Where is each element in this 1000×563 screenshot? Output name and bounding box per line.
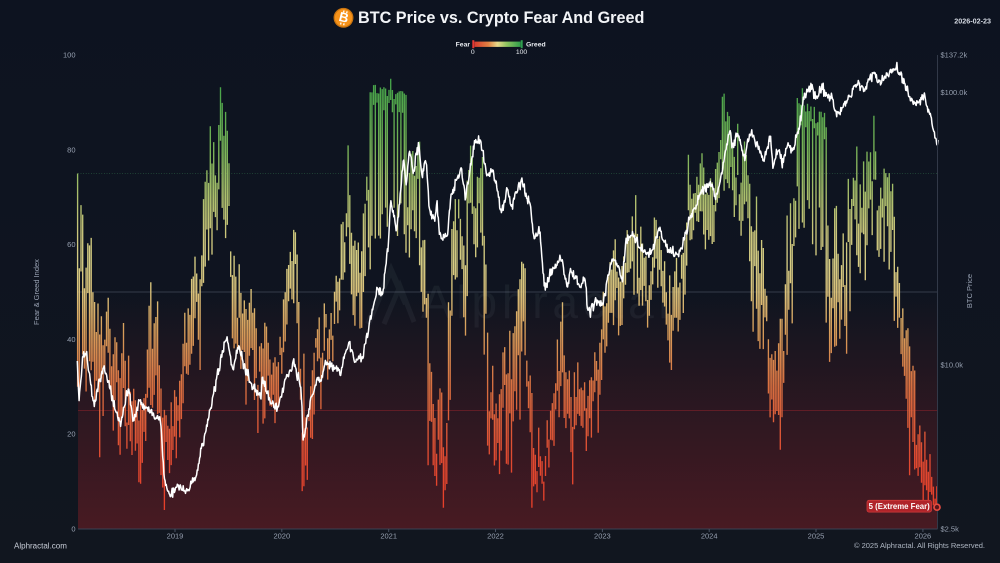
svg-text:$100.0k: $100.0k xyxy=(941,88,968,97)
svg-text:Alphractal.com: Alphractal.com xyxy=(14,542,67,551)
svg-text:5 (Extreme Fear): 5 (Extreme Fear) xyxy=(869,502,931,511)
svg-text:BTC Price: BTC Price xyxy=(965,274,974,308)
svg-text:0: 0 xyxy=(471,49,475,56)
svg-text:40: 40 xyxy=(67,335,75,344)
svg-text:2019: 2019 xyxy=(167,531,184,540)
svg-text:2023: 2023 xyxy=(594,531,611,540)
svg-text:60: 60 xyxy=(67,240,75,249)
svg-text:Fear: Fear xyxy=(456,41,471,48)
svg-text:© 2025 Alphractal. All Rights: © 2025 Alphractal. All Rights Reserved. xyxy=(854,541,985,550)
svg-text:2025: 2025 xyxy=(808,531,825,540)
svg-text:2021: 2021 xyxy=(380,531,397,540)
svg-text:20: 20 xyxy=(67,430,75,439)
svg-text:100: 100 xyxy=(516,49,528,56)
svg-text:2026: 2026 xyxy=(915,531,932,540)
svg-text:2022: 2022 xyxy=(487,531,504,540)
svg-text:$2.5k: $2.5k xyxy=(941,524,960,533)
svg-text:BTC Price vs. Crypto Fear And: BTC Price vs. Crypto Fear And Greed xyxy=(358,9,644,27)
svg-text:$137.2k: $137.2k xyxy=(941,50,968,59)
svg-text:80: 80 xyxy=(67,145,75,154)
svg-text:Greed: Greed xyxy=(526,41,546,48)
svg-text:2026-02-23: 2026-02-23 xyxy=(954,16,991,25)
svg-text:2024: 2024 xyxy=(701,531,718,540)
svg-text:0: 0 xyxy=(71,524,75,533)
svg-text:100: 100 xyxy=(63,50,76,59)
svg-text:2020: 2020 xyxy=(273,531,290,540)
svg-text:$10.0k: $10.0k xyxy=(941,360,964,369)
svg-text:Fear & Greed Index: Fear & Greed Index xyxy=(32,259,41,325)
